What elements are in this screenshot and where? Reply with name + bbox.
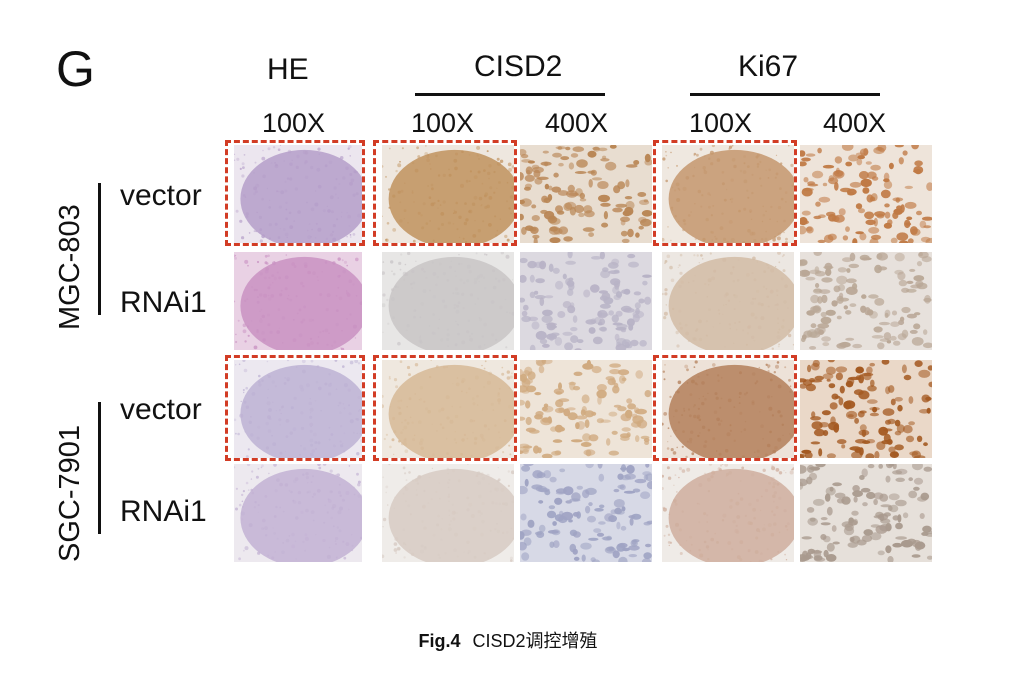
- panel-letter: G: [56, 41, 95, 97]
- micrograph-cisd2-400x: [520, 145, 652, 243]
- row-label-vector: vector: [120, 179, 202, 212]
- micrograph-cisd2-400x: [520, 252, 652, 350]
- micrograph-ki67-400x: [800, 145, 932, 243]
- micrograph-cisd2-400x: [520, 360, 652, 458]
- micrograph-ki67-400x: [800, 252, 932, 350]
- micrograph-cisd2-100x: [382, 360, 514, 458]
- micrograph-ki67-400x: [800, 464, 932, 562]
- micrograph-he-100x: [234, 360, 362, 458]
- figure-label: Fig.4: [418, 631, 461, 651]
- micrograph-he-100x: [234, 145, 362, 243]
- magnification-label: 100X: [262, 108, 326, 138]
- micrograph-cisd2-100x: [382, 252, 514, 350]
- row-label-rnai1: RNAi1: [120, 495, 207, 528]
- micrograph-cisd2-400x: [520, 464, 652, 562]
- row-label-rnai1: RNAi1: [120, 286, 207, 319]
- ki67-group-rule: [690, 93, 880, 96]
- magnification-label: 100X: [411, 108, 475, 138]
- column-header-ki67: Ki67: [738, 50, 799, 83]
- cell-line-label: MGC-803: [54, 204, 86, 330]
- column-header-cisd2: CISD2: [474, 50, 563, 83]
- cell-line-rule: [98, 183, 101, 315]
- magnification-label: 100X: [689, 108, 753, 138]
- row-label-vector: vector: [120, 393, 202, 426]
- micrograph-cisd2-100x: [382, 464, 514, 562]
- figure-caption: Fig.4 CISD2调控增殖: [0, 632, 1016, 650]
- column-header-he: HE: [267, 53, 309, 86]
- micrograph-ki67-100x: [662, 464, 794, 562]
- caption-text: CISD2调控增殖: [472, 631, 598, 651]
- micrograph-ki67-100x: [662, 145, 794, 243]
- cisd2-group-rule: [415, 93, 605, 96]
- micrograph-cisd2-100x: [382, 145, 514, 243]
- micrograph-he-100x: [234, 464, 362, 562]
- cell-line-label: SGC-7901: [54, 424, 86, 562]
- micrograph-he-100x: [234, 252, 362, 350]
- cell-line-rule: [98, 402, 101, 534]
- micrograph-ki67-400x: [800, 360, 932, 458]
- magnification-label: 400X: [823, 108, 887, 138]
- magnification-label: 400X: [545, 108, 609, 138]
- micrograph-ki67-100x: [662, 360, 794, 458]
- micrograph-ki67-100x: [662, 252, 794, 350]
